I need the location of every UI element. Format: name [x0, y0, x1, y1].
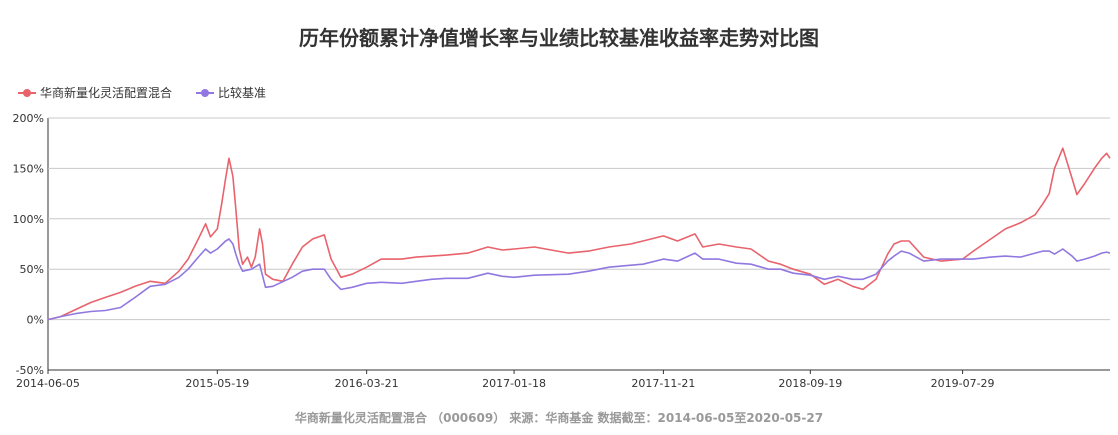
line-chart: 200% 150% 100% 50% 0% -50% 2014-06-05 2015-05-… — [13, 112, 1111, 390]
legend-label-benchmark: 比较基准 — [218, 86, 267, 100]
legend-swatch-benchmark-icon — [196, 88, 215, 98]
x-tick-label: 2015-05-19 — [185, 377, 249, 390]
y-tick-label: 50% — [20, 263, 44, 276]
chart-subtitle: 华商新量化灵活配置混合 （000609） 来源：华商基金 数据截至：2014-0… — [294, 411, 824, 425]
y-axis-ticks: 200% 150% 100% 50% 0% -50% — [13, 112, 44, 377]
legend: 华商新量化灵活配置混合 比较基准 — [18, 84, 266, 101]
chart-title: 历年份额累计净值增长率与业绩比较基准收益率走势对比图 — [299, 26, 819, 50]
legend-label-fund: 华商新量化灵活配置混合 — [40, 86, 173, 100]
series-line-benchmark — [47, 238, 1111, 321]
y-tick-label: 200% — [13, 112, 44, 125]
legend-item-benchmark[interactable]: 比较基准 — [196, 84, 266, 101]
x-tick-label: 2019-07-29 — [931, 377, 995, 390]
series-line-fund — [47, 147, 1111, 321]
x-tick-label: 2017-01-18 — [482, 377, 546, 390]
x-tick-label: 2016-03-21 — [335, 377, 399, 390]
y-tick-label: 150% — [13, 162, 44, 175]
y-tick-label: 0% — [27, 314, 44, 327]
grid-lines — [47, 117, 1110, 371]
legend-item-fund[interactable]: 华商新量化灵活配置混合 — [18, 84, 172, 101]
x-axis-ticks: 2014-06-05 2015-05-19 2016-03-21 2017-01-18… — [16, 370, 995, 390]
x-tick-label: 2018-09-19 — [778, 377, 842, 390]
x-tick-label: 2014-06-05 — [16, 377, 80, 390]
y-tick-label: -50% — [16, 364, 44, 377]
x-tick-label: 2017-11-21 — [631, 377, 695, 390]
legend-swatch-fund-icon — [18, 88, 36, 98]
y-tick-label: 100% — [13, 213, 44, 226]
series-lines — [47, 147, 1111, 321]
